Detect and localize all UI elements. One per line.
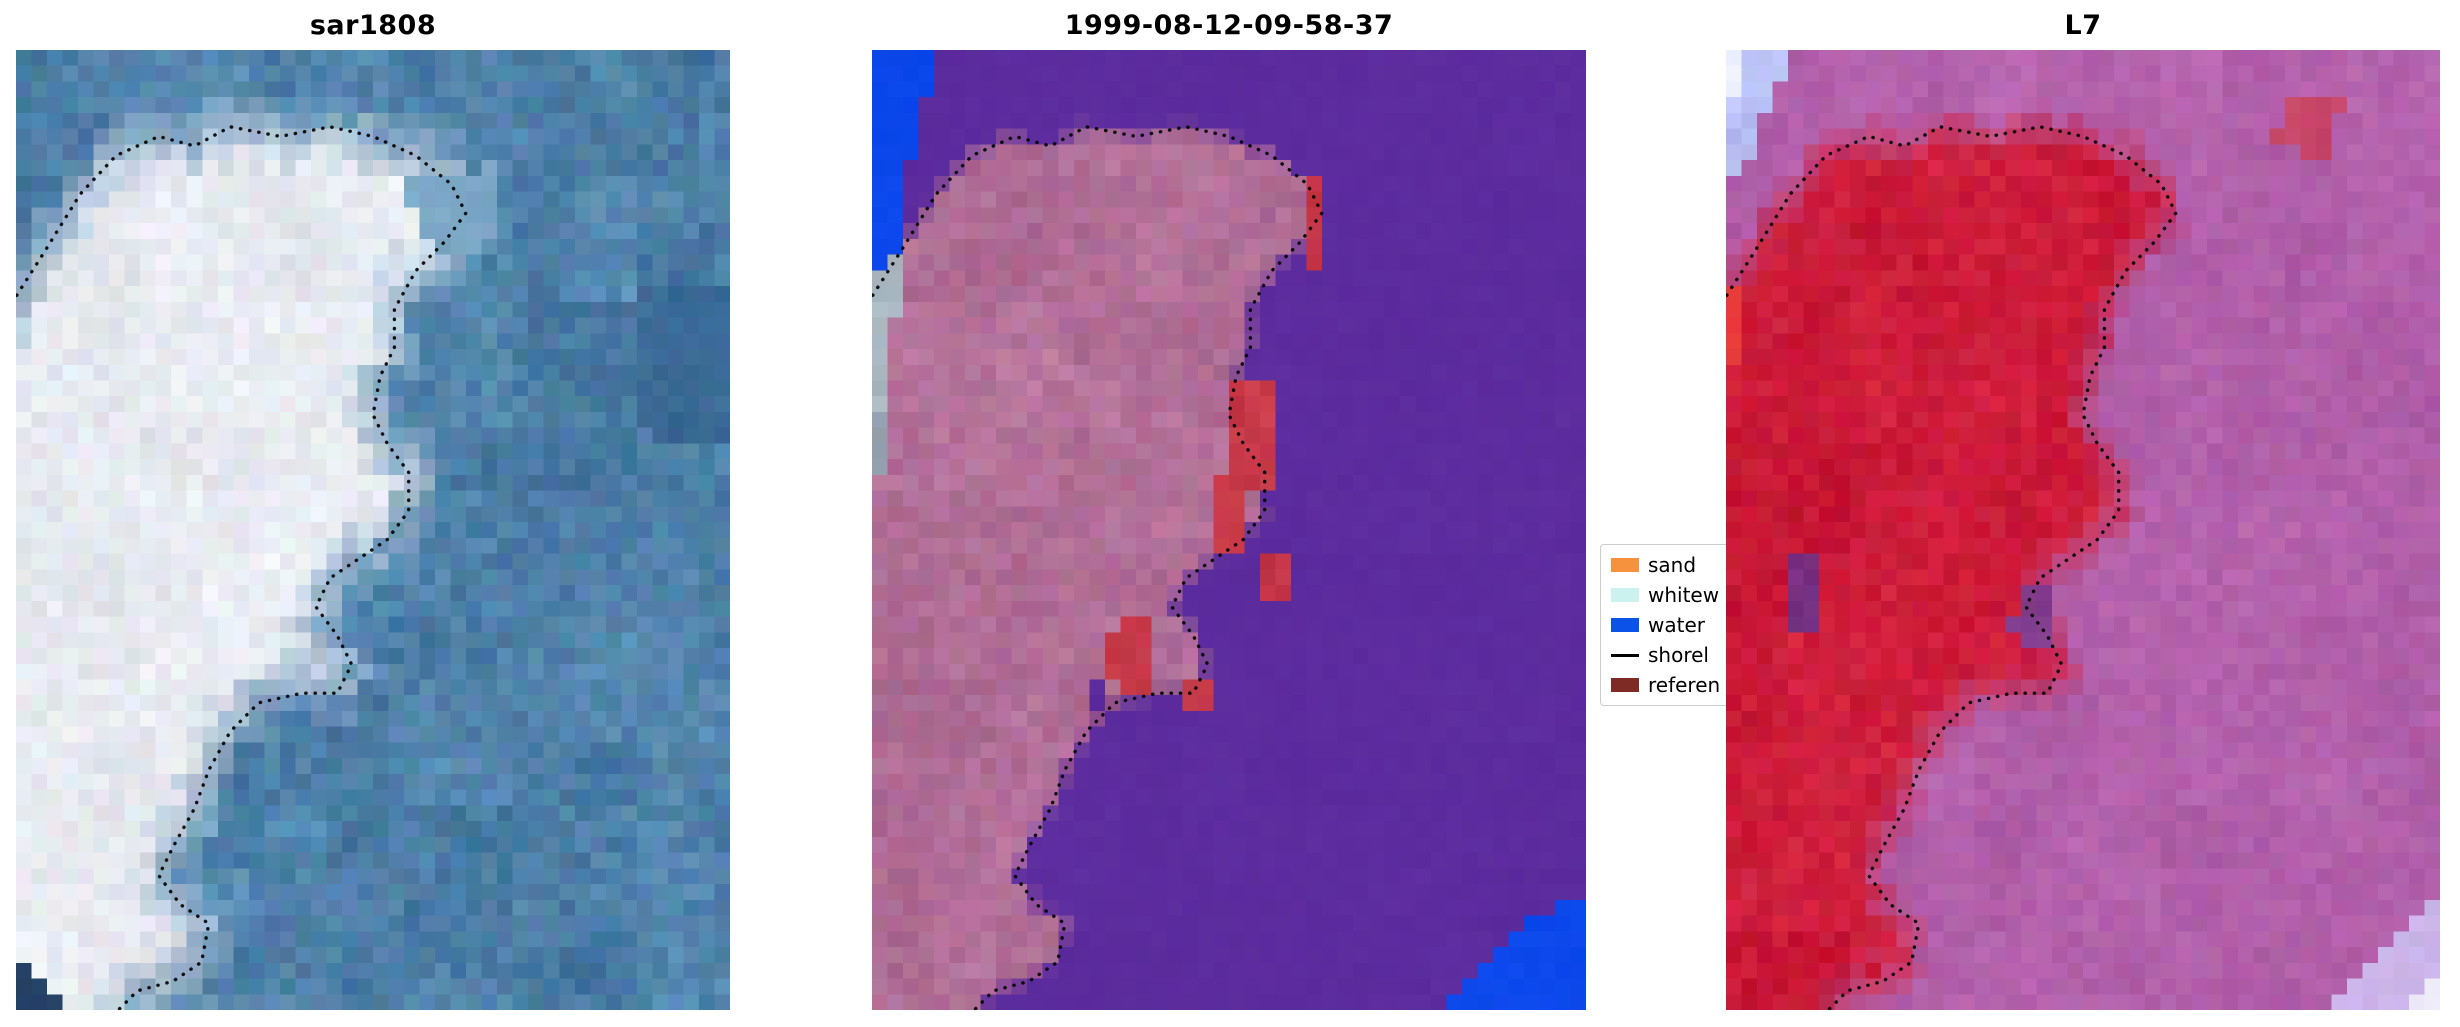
panel-title-classified: 1999-08-12-09-58-37	[1064, 9, 1394, 41]
shoreline-overlay	[872, 125, 1324, 1010]
legend-swatch-water	[1611, 618, 1639, 632]
legend-swatch-shorel-line-icon	[1611, 648, 1639, 662]
legend-entry-water: water	[1611, 613, 1801, 637]
panel-l7: L7	[1726, 0, 2440, 1010]
panel-sar1808: sar1808	[16, 0, 730, 1010]
legend-entry-sand: sand	[1611, 553, 1801, 577]
shoreline-overlay	[16, 125, 468, 1010]
shoreline-dotted-path	[872, 125, 1324, 1010]
l7-raster-canvas	[1726, 50, 2440, 1010]
legend-swatch-sand	[1611, 558, 1639, 572]
panel-title-l7: L7	[2064, 9, 2102, 41]
shoreline-dotted-path	[1726, 125, 2178, 1010]
legend-entry-shorel: shorel	[1611, 643, 1801, 667]
legend-swatch-whitew	[1611, 588, 1639, 602]
panel-classified: 1999-08-12-09-58-37	[872, 0, 1586, 1010]
legend-label: sand	[1648, 553, 1697, 577]
legend-label: shorel	[1648, 643, 1709, 667]
shoreline-overlay	[1726, 125, 2178, 1010]
l7-satellite-image	[1726, 50, 2440, 1010]
panel-title-sar1808: sar1808	[309, 9, 437, 41]
legend-entry-whitew: whitew	[1611, 583, 1801, 607]
legend-label: referen	[1648, 673, 1721, 697]
classified-image	[872, 50, 1586, 1010]
classified-raster-canvas	[872, 50, 1586, 1010]
sar-satellite-image	[16, 50, 730, 1010]
shoreline-dotted-path	[16, 125, 468, 1010]
legend-swatch-referen	[1611, 678, 1639, 692]
legend-label: water	[1648, 613, 1705, 637]
legend-label: whitew	[1648, 583, 1720, 607]
legend-entry-referen: referen	[1611, 673, 1801, 697]
sar-raster-canvas	[16, 50, 730, 1010]
